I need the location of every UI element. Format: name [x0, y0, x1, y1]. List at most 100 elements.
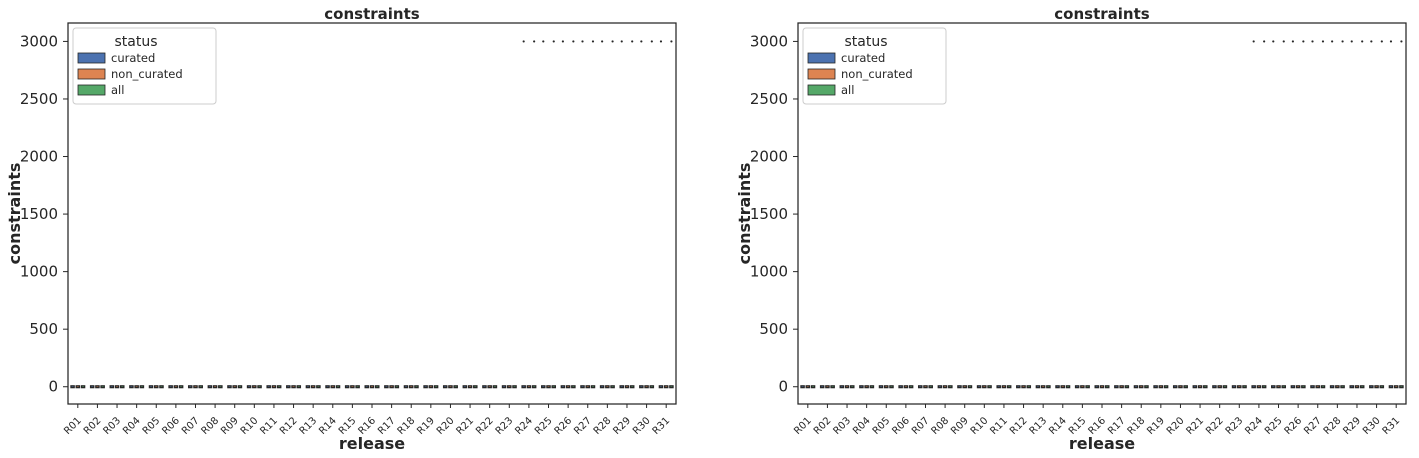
- box-all-R15: [1085, 385, 1090, 389]
- box-curated-R13: [305, 385, 311, 389]
- outlier-all-R27: [1321, 40, 1325, 43]
- legend-label-non_curated: non_curated: [111, 67, 183, 81]
- outlier-all-R28: [1341, 40, 1344, 43]
- box-curated-R13: [1035, 385, 1041, 389]
- outlier-all-R26: [572, 40, 575, 43]
- x-axis-label: release: [339, 434, 405, 453]
- box-curated-R20: [442, 385, 448, 389]
- legend-swatch-curated: [807, 52, 836, 64]
- x-tick-label: R25: [1263, 415, 1285, 437]
- box-non_curated-R07: [193, 385, 198, 389]
- x-tick-label: R11: [258, 415, 280, 437]
- box-curated-R07: [187, 385, 193, 389]
- x-tick-label: R10: [969, 415, 991, 437]
- box-all-R07: [198, 385, 203, 389]
- box-all-R23: [1242, 385, 1247, 389]
- box-curated-R30: [1369, 385, 1374, 389]
- box-non_curated-R23: [1237, 385, 1242, 389]
- box-non_curated-R03: [114, 385, 120, 389]
- box-non_curated-R04: [134, 385, 139, 389]
- box-non_curated-R31: [1393, 385, 1399, 389]
- y-tick-label: 1000: [750, 263, 788, 281]
- box-all-R11: [276, 385, 282, 389]
- box-non_curated-R11: [1001, 385, 1007, 389]
- x-tick-label: R05: [141, 415, 163, 437]
- box-non_curated-R06: [173, 385, 179, 389]
- box-non_curated-R21: [467, 385, 473, 389]
- box-all-R08: [948, 385, 953, 389]
- box-all-R23: [512, 385, 517, 389]
- box-curated-R04: [859, 385, 864, 389]
- box-all-R12: [1026, 385, 1032, 389]
- box-all-R30: [649, 385, 655, 389]
- axes-frame: [797, 22, 1407, 405]
- outlier-curated-R25: [542, 40, 545, 43]
- x-tick-label: R01: [62, 415, 84, 437]
- box-all-R28: [610, 385, 615, 389]
- box-curated-R16: [364, 385, 370, 389]
- x-tick-label: R14: [317, 415, 339, 437]
- x-tick-label: R22: [474, 415, 496, 437]
- box-non_curated-R06: [903, 385, 909, 389]
- x-tick-label: R27: [572, 415, 594, 437]
- box-curated-R08: [207, 385, 213, 389]
- box-non_curated-R09: [232, 385, 237, 389]
- box-all-R24: [1261, 385, 1267, 389]
- box-all-R29: [1359, 385, 1365, 389]
- y-tick-label: 500: [29, 320, 58, 338]
- box-non_curated-R13: [1040, 385, 1046, 389]
- box-non_curated-R21: [1197, 385, 1203, 389]
- box-non_curated-R11: [271, 385, 277, 389]
- box-curated-R15: [1074, 385, 1080, 389]
- box-all-R25: [551, 385, 557, 389]
- box-all-R13: [316, 385, 321, 389]
- x-tick-label: R10: [239, 415, 261, 437]
- box-curated-R26: [560, 385, 566, 389]
- legend-label-curated: curated: [841, 51, 885, 65]
- box-curated-R11: [266, 385, 271, 389]
- x-tick-label: R07: [180, 415, 202, 437]
- box-non_curated-R02: [95, 385, 100, 389]
- box-curated-R10: [246, 385, 252, 389]
- box-non_curated-R31: [663, 385, 669, 389]
- box-non_curated-R17: [1119, 385, 1124, 389]
- x-tick-label: R08: [200, 415, 222, 437]
- x-tick-label: R14: [1047, 415, 1069, 437]
- box-all-R22: [492, 385, 498, 389]
- legend-swatch-all: [77, 84, 106, 96]
- y-tick-label: 3000: [20, 32, 58, 50]
- box-non_curated-R20: [1178, 385, 1183, 389]
- outlier-curated-R27: [581, 40, 584, 43]
- box-curated-R05: [878, 385, 884, 389]
- box-curated-R02: [89, 385, 95, 389]
- box-non_curated-R13: [310, 385, 316, 389]
- y-tick-label: 1000: [20, 263, 58, 281]
- x-tick-label: R28: [592, 415, 614, 437]
- box-all-R11: [1006, 385, 1012, 389]
- box-all-R29: [629, 385, 635, 389]
- box-curated-R12: [286, 385, 291, 389]
- box-curated-R27: [1310, 385, 1315, 389]
- outlier-curated-R25: [1272, 40, 1275, 43]
- box-non_curated-R05: [883, 385, 889, 389]
- outlier-all-R25: [1282, 40, 1285, 43]
- box-all-R26: [571, 385, 576, 389]
- series-all: [80, 40, 674, 389]
- box-all-R30: [1379, 385, 1385, 389]
- box-all-R16: [1104, 385, 1110, 389]
- box-curated-R18: [403, 385, 409, 389]
- legend-box: [72, 27, 217, 105]
- box-non_curated-R22: [487, 385, 492, 389]
- series-all: [810, 40, 1404, 389]
- box-non_curated-R18: [408, 385, 414, 389]
- box-curated-R29: [619, 385, 625, 389]
- box-all-R22: [1222, 385, 1228, 389]
- x-tick-label: R19: [415, 415, 437, 437]
- box-non_curated-R08: [212, 385, 218, 389]
- box-non_curated-R12: [1021, 385, 1026, 389]
- box-all-R10: [257, 385, 262, 389]
- box-all-R28: [1340, 385, 1345, 389]
- box-curated-R23: [501, 385, 507, 389]
- x-tick-label: R27: [1302, 415, 1324, 437]
- box-non_curated-R26: [1295, 385, 1301, 389]
